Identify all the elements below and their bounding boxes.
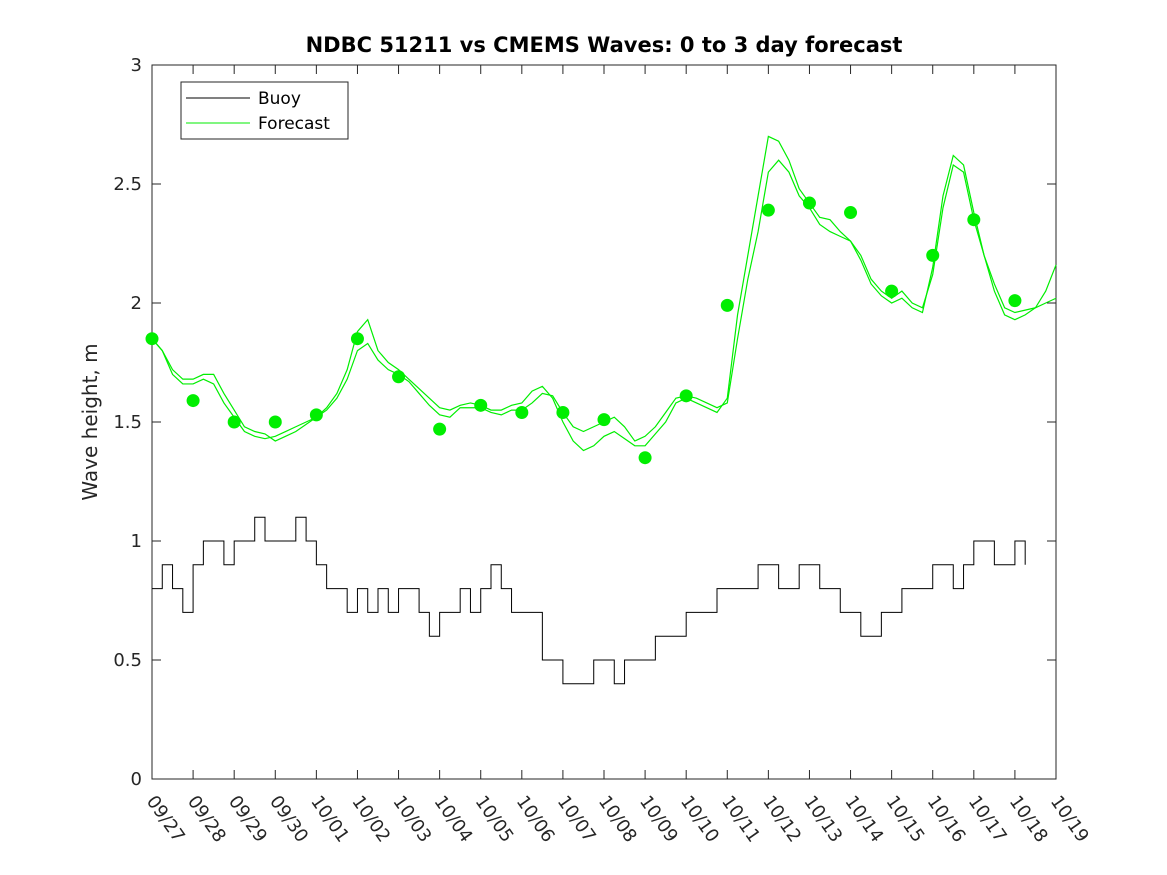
forecast-marker: [802, 196, 816, 210]
forecast-marker: [515, 405, 529, 419]
y-tick-label: 2: [131, 293, 142, 314]
buoy-series: [152, 516, 1026, 685]
forecast-marker: [885, 284, 899, 298]
forecast-marker: [720, 298, 734, 312]
y-axis-label: Wave height, m: [78, 343, 102, 500]
legend-forecast-label: Forecast: [258, 114, 330, 134]
forecast-marker: [309, 408, 323, 422]
forecast-marker: [761, 203, 775, 217]
legend-buoy-label: Buoy: [258, 89, 301, 109]
y-tick-label: 0.5: [113, 650, 142, 671]
forecast-marker: [145, 332, 159, 346]
forecast-marker: [844, 206, 858, 220]
forecast-marker: [350, 332, 364, 346]
legend-box: [180, 81, 349, 140]
forecast-marker: [186, 394, 200, 408]
forecast-marker: [392, 370, 406, 384]
forecast-marker: [679, 389, 693, 403]
forecast-marker: [556, 405, 570, 419]
y-tick-label: 2.5: [113, 174, 142, 195]
y-tick-label: 1: [131, 531, 142, 552]
forecast-markers: [145, 196, 1022, 465]
y-tick-label: 0: [131, 769, 142, 790]
forecast-marker: [638, 451, 652, 465]
forecast-marker: [227, 415, 241, 429]
chart-title: NDBC 51211 vs CMEMS Waves: 0 to 3 day fo…: [306, 33, 903, 57]
buoy-line: [152, 516, 1026, 685]
forecast-marker: [597, 413, 611, 427]
forecast-marker: [1008, 294, 1022, 308]
forecast-marker: [474, 398, 488, 412]
forecast-marker: [926, 248, 940, 262]
y-tick-label: 3: [131, 55, 142, 76]
forecast-marker: [433, 422, 447, 436]
forecast-line: [151, 135, 1057, 452]
y-tick-label: 1.5: [113, 412, 142, 433]
forecast-marker: [967, 213, 981, 227]
legend: Buoy Forecast: [180, 81, 349, 140]
y-axis-ticks: 0 0.5 1 1.5 2 2.5 3: [113, 55, 1056, 790]
forecast-marker: [268, 415, 282, 429]
